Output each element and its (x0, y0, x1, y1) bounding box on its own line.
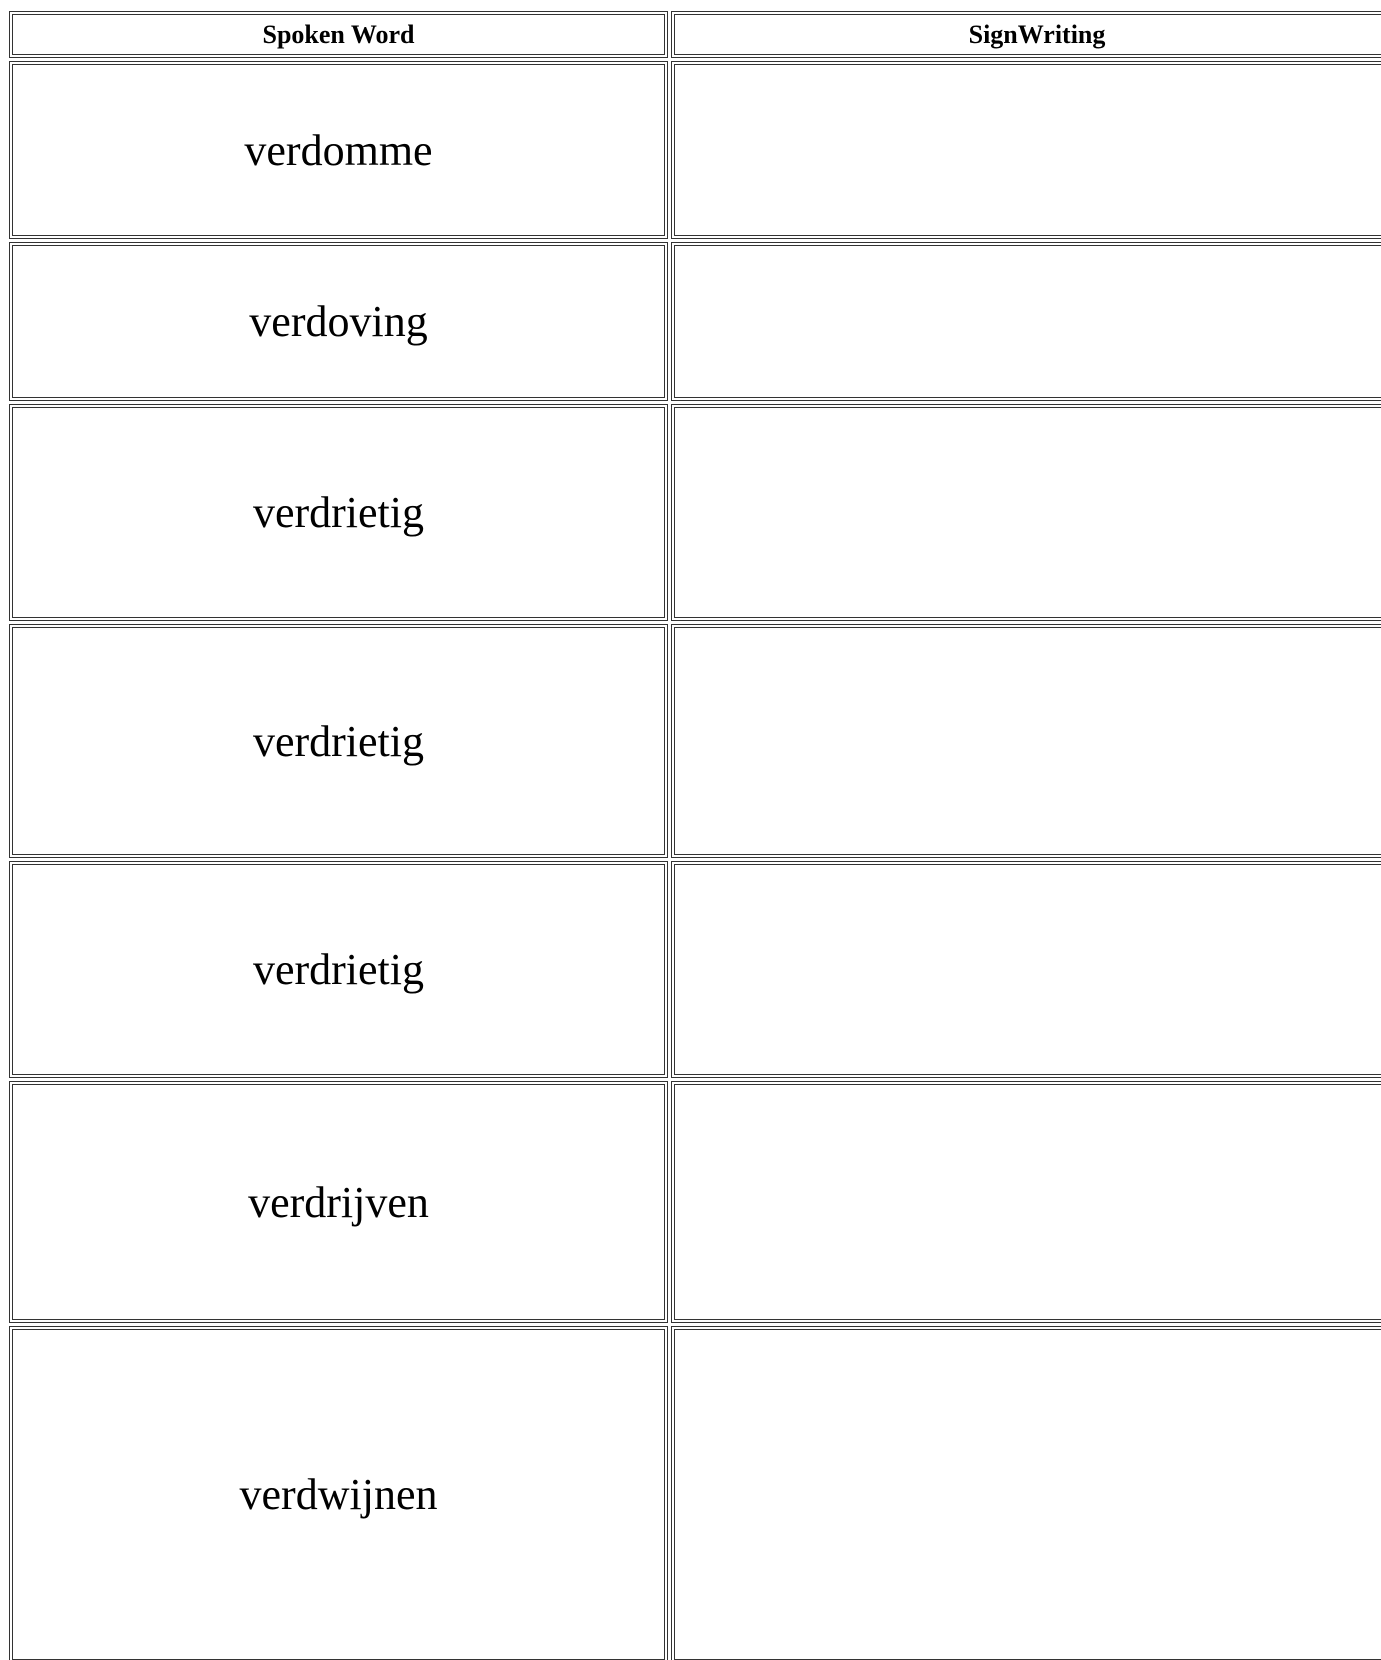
signwriting-cell (671, 242, 1381, 401)
spoken-word: verdoving (9, 242, 668, 401)
spoken-word: verdrietig (9, 624, 668, 858)
spoken-word: verdrijven (9, 1081, 668, 1323)
signwriting-cell (671, 861, 1381, 1078)
column-header: SignWriting (671, 11, 1381, 58)
signwriting-cell (671, 1081, 1381, 1323)
spoken-word: verdwijnen (9, 1326, 668, 1660)
spoken-word: verdomme (9, 61, 668, 239)
signwriting-cell: * (671, 1326, 1381, 1660)
spoken-word: verdrietig (9, 404, 668, 621)
signwriting-cell (671, 404, 1381, 621)
svg-text:*: * (993, 1449, 1006, 1478)
spoken-word: verdrietig (9, 861, 668, 1078)
column-header: Spoken Word (9, 11, 668, 58)
signwriting-cell (671, 618, 1381, 858)
svg-text:*: * (953, 150, 966, 179)
signwriting-cell: * (671, 61, 1381, 239)
